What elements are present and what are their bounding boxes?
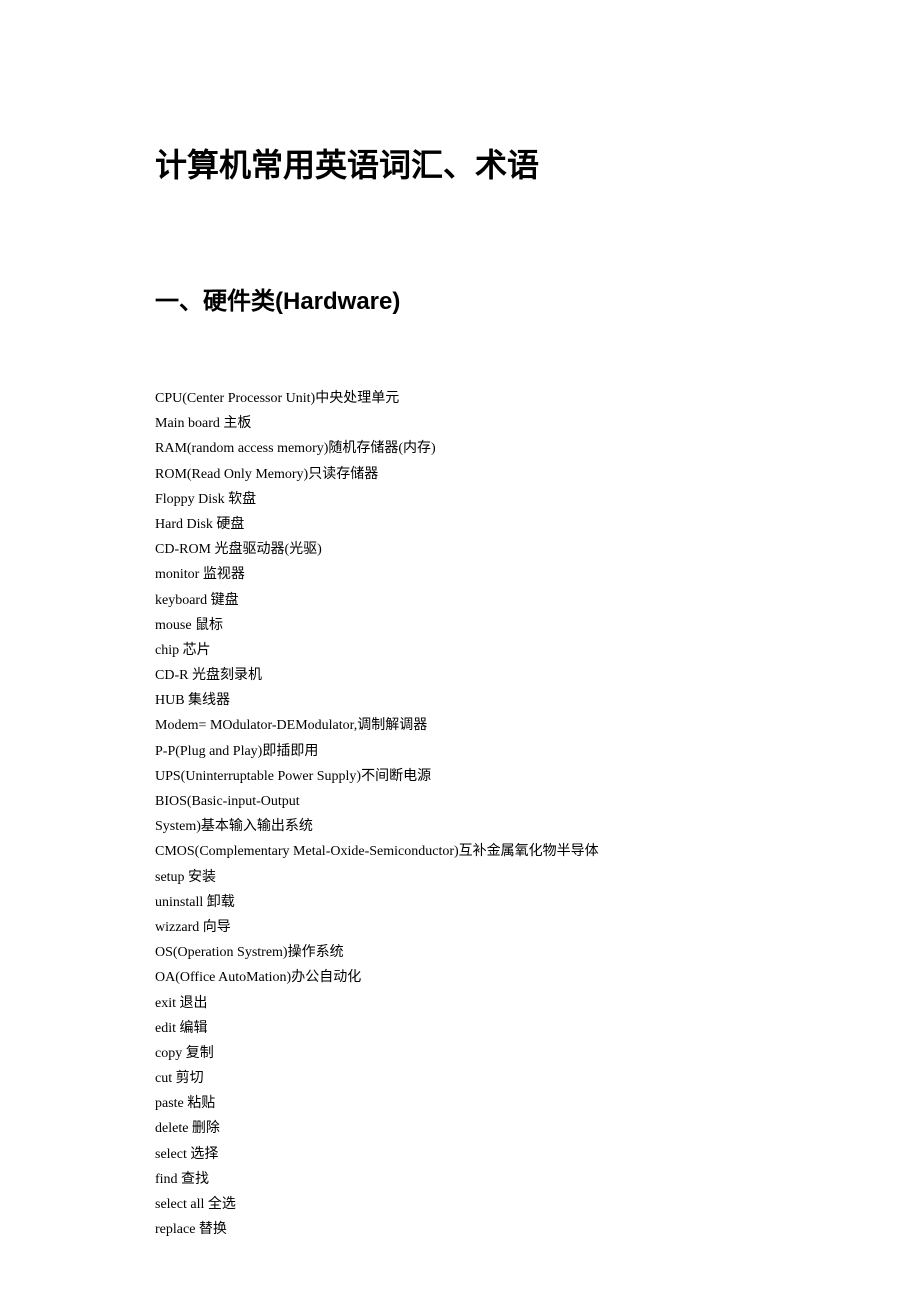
term-item: HUB 集线器 — [155, 688, 765, 713]
term-item: BIOS(Basic-input-Output — [155, 789, 765, 814]
term-item: CPU(Center Processor Unit)中央处理单元 — [155, 386, 765, 411]
term-item: CD-R 光盘刻录机 — [155, 663, 765, 688]
term-item: UPS(Uninterruptable Power Supply)不间断电源 — [155, 764, 765, 789]
term-item: keyboard 键盘 — [155, 588, 765, 613]
term-item: RAM(random access memory)随机存储器(内存) — [155, 436, 765, 461]
term-item: Modem= MOdulator-DEModulator,调制解调器 — [155, 713, 765, 738]
term-item: wizzard 向导 — [155, 915, 765, 940]
term-item: select 选择 — [155, 1142, 765, 1167]
term-item: edit 编辑 — [155, 1016, 765, 1041]
term-item: OA(Office AutoMation)办公自动化 — [155, 965, 765, 990]
document-title: 计算机常用英语词汇、术语 — [155, 140, 765, 186]
term-item: P-P(Plug and Play)即插即用 — [155, 739, 765, 764]
term-item: replace 替换 — [155, 1217, 765, 1242]
term-item: uninstall 卸载 — [155, 890, 765, 915]
term-item: copy 复制 — [155, 1041, 765, 1066]
term-item: paste 粘贴 — [155, 1091, 765, 1116]
term-item: CD-ROM 光盘驱动器(光驱) — [155, 537, 765, 562]
term-item: mouse 鼠标 — [155, 613, 765, 638]
term-item: monitor 监视器 — [155, 562, 765, 587]
term-item: chip 芯片 — [155, 638, 765, 663]
term-item: find 查找 — [155, 1167, 765, 1192]
term-item: setup 安装 — [155, 865, 765, 890]
term-item: select all 全选 — [155, 1192, 765, 1217]
term-item: exit 退出 — [155, 991, 765, 1016]
term-item: Floppy Disk 软盘 — [155, 487, 765, 512]
term-item: Hard Disk 硬盘 — [155, 512, 765, 537]
term-item: CMOS(Complementary Metal-Oxide-Semicondu… — [155, 839, 765, 864]
term-item: ROM(Read Only Memory)只读存储器 — [155, 462, 765, 487]
term-item: System)基本输入输出系统 — [155, 814, 765, 839]
term-item: cut 剪切 — [155, 1066, 765, 1091]
term-item: delete 删除 — [155, 1116, 765, 1141]
section-title: 一、硬件类(Hardware) — [155, 281, 765, 316]
term-item: OS(Operation Systrem)操作系统 — [155, 940, 765, 965]
term-item: Main board 主板 — [155, 411, 765, 436]
term-list: CPU(Center Processor Unit)中央处理单元 Main bo… — [155, 386, 765, 1242]
